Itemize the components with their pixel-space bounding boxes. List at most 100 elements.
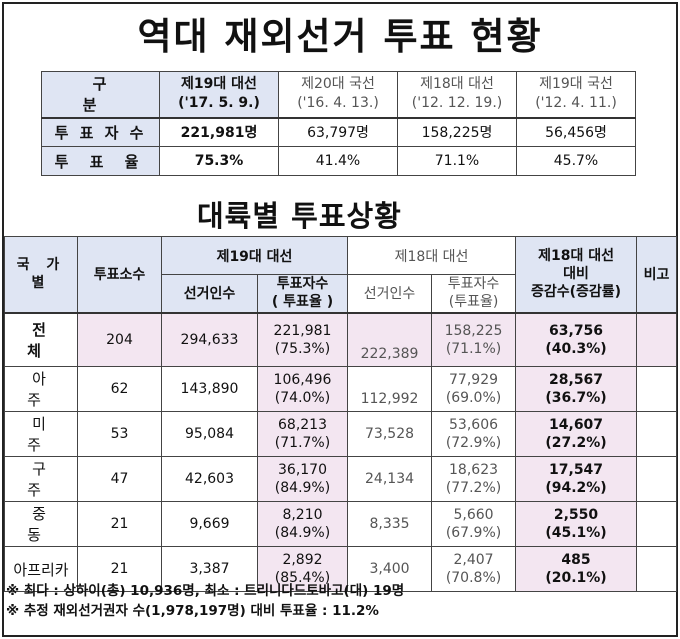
- summary-cell: 71.1%: [397, 146, 517, 176]
- region-label: 구 주: [4, 456, 78, 502]
- header-change-line: 증감수(증감률): [530, 284, 622, 301]
- table-row: 미 주 53 95,084 68,213 (71.7%) 73,528 53,6…: [4, 411, 678, 457]
- summary-col-name: 제19대 국선: [539, 76, 613, 93]
- change-rate-value: (45.1%): [545, 525, 607, 541]
- header-e18: 제18대 대선: [347, 236, 517, 275]
- e18-rate-value: (77.2%): [445, 480, 502, 496]
- e19-rate-value: (74.0%): [274, 390, 331, 406]
- header-e18-turnout-line: (투표율): [448, 294, 499, 311]
- e18-rate-value: (71.1%): [445, 340, 502, 357]
- header-e19: 제19대 대선: [160, 236, 349, 275]
- e18-voters-cell: 73,528: [347, 411, 433, 457]
- summary-label-header: 구 분: [41, 71, 160, 119]
- change-cell: 63,756 (40.3%): [515, 311, 638, 367]
- summary-col-name: 제19대 대선: [181, 76, 257, 93]
- change-value: 63,756: [549, 322, 604, 339]
- header-stations: 투표소수: [77, 236, 162, 313]
- e19-turnout-cell: 68,213 (71.7%): [256, 411, 349, 457]
- summary-cell: 56,456명: [516, 117, 636, 147]
- change-cell: 14,607 (27.2%): [515, 411, 638, 457]
- change-cell: 2,550 (45.1%): [515, 501, 638, 547]
- change-value: 2,550: [553, 507, 599, 523]
- e19-turnout-value: 106,496: [273, 372, 332, 388]
- e19-voters-cell: 42,603: [161, 456, 258, 502]
- summary-col-header: 제18대 대선 ('12. 12. 19.): [397, 71, 517, 119]
- stations-cell: 62: [77, 366, 162, 412]
- note-cell: [636, 501, 678, 547]
- change-cell: 28,567 (36.7%): [515, 366, 638, 412]
- summary-col-date: ('17. 5. 9.): [178, 95, 260, 112]
- change-value: 14,607: [549, 417, 604, 433]
- stations-cell: 204: [77, 311, 162, 367]
- header-e19-voters: 선거인수: [161, 274, 258, 313]
- e19-turnout-cell: 8,210 (84.9%): [256, 501, 349, 547]
- change-rate-value: (36.7%): [545, 390, 607, 406]
- e19-turnout-value: 221,981: [273, 322, 332, 339]
- e18-turnout-cell: 2,407 (70.8%): [431, 546, 517, 592]
- region-header-row: 국 가 별 투표소수 제19대 대선 제18대 대선 제18대 대선 대비 증감…: [4, 236, 678, 313]
- summary-cell: 41.4%: [278, 146, 398, 176]
- summary-row-voters: 투 표 자 수 221,981명 63,797명 158,225명 56,456…: [41, 117, 636, 147]
- e18-voters-cell: 24,134: [347, 456, 433, 502]
- e18-turnout-cell: 5,660 (67.9%): [431, 501, 517, 547]
- summary-col-header: 제20대 국선 ('16. 4. 13.): [278, 71, 398, 119]
- header-e19-turnout: 투표자수 ( 투표율 ): [256, 274, 349, 313]
- e19-turnout-cell: 2,892 (85.4%): [256, 546, 349, 592]
- e18-turnout-value: 158,225: [444, 322, 503, 339]
- e18-voters-cell: 222,389: [347, 311, 433, 367]
- summary-col-date: ('16. 4. 13.): [297, 95, 379, 112]
- e18-voters-cell: 3,400: [347, 546, 433, 592]
- stations-cell: 47: [77, 456, 162, 502]
- region-table: 국 가 별 투표소수 제19대 대선 제18대 대선 제18대 대선 대비 증감…: [4, 236, 678, 592]
- header-change: 제18대 대선 대비 증감수(증감률): [515, 236, 638, 313]
- e19-turnout-cell: 36,170 (84.9%): [256, 456, 349, 502]
- e18-turnout-value: 53,606: [449, 417, 499, 433]
- e18-turnout-cell: 158,225 (71.1%): [431, 311, 517, 367]
- summary-cell: 63,797명: [278, 117, 398, 147]
- e19-turnout-cell: 106,496 (74.0%): [256, 366, 349, 412]
- summary-cell: 158,225명: [397, 117, 517, 147]
- header-e19-turnout-line: 투표자수: [276, 276, 329, 293]
- e18-voters-cell: 112,992: [347, 366, 433, 412]
- e18-turnout-cell: 53,606 (72.9%): [431, 411, 517, 457]
- e18-turnout-value: 77,929: [449, 372, 499, 388]
- table-row: 구 주 47 42,603 36,170 (84.9%) 24,134 18,6…: [4, 456, 678, 502]
- header-e19-turnout-line: ( 투표율 ): [271, 294, 334, 311]
- header-country: 국 가 별: [4, 236, 78, 313]
- e19-turnout-cell: 221,981 (75.3%): [256, 311, 349, 367]
- summary-col-header: 제19대 국선 ('12. 4. 11.): [516, 71, 636, 119]
- region-label: 아 주: [4, 366, 78, 412]
- e19-voters-cell: 3,387: [161, 546, 258, 592]
- e19-turnout-value: 68,213: [278, 417, 327, 433]
- region-label: 아프리카: [4, 546, 78, 592]
- header-change-line: 제18대 대선: [538, 248, 614, 265]
- e19-rate-value: (84.9%): [274, 525, 331, 541]
- header-note: 비고: [636, 236, 678, 313]
- summary-col-name: 제20대 국선: [301, 76, 375, 93]
- footnotes: ※ 최다 : 상하이(총) 10,936명, 최소 : 트리니다드토바고(대) …: [6, 581, 404, 621]
- e18-rate-value: (69.0%): [445, 390, 502, 406]
- e19-voters-cell: 9,669: [161, 501, 258, 547]
- change-cell: 485 (20.1%): [515, 546, 638, 592]
- e19-voters-cell: 294,633: [161, 311, 258, 367]
- header-e18-voters: 선거인수: [347, 274, 433, 313]
- summary-col-date: ('12. 4. 11.): [535, 95, 617, 112]
- summary-col-date: ('12. 12. 19.): [411, 95, 503, 112]
- summary-col-header: 제19대 대선 ('17. 5. 9.): [159, 71, 279, 119]
- footnote: ※ 최다 : 상하이(총) 10,936명, 최소 : 트리니다드토바고(대) …: [6, 583, 405, 599]
- change-cell: 17,547 (94.2%): [515, 456, 638, 502]
- summary-cell: 45.7%: [516, 146, 636, 176]
- e19-rate-value: (71.7%): [274, 435, 331, 451]
- e19-rate-value: (75.3%): [274, 340, 331, 357]
- note-cell: [636, 366, 678, 412]
- summary-row-rate: 투 표 율 75.3% 41.4% 71.1% 45.7%: [41, 146, 636, 176]
- e19-rate-value: (84.9%): [274, 480, 331, 496]
- e18-voters-cell: 8,335: [347, 501, 433, 547]
- summary-cell: 75.3%: [159, 146, 279, 176]
- note-cell: [636, 311, 678, 367]
- footnote: ※ 추정 재외선거권자 수(1,978,197명) 대비 투표율 : 11.2%: [6, 603, 379, 619]
- region-label: 중 동: [4, 501, 78, 547]
- header-e18-turnout: 투표자수 (투표율): [431, 274, 517, 313]
- e19-turnout-value: 8,210: [282, 507, 323, 523]
- e18-turnout-value: 2,407: [453, 552, 494, 568]
